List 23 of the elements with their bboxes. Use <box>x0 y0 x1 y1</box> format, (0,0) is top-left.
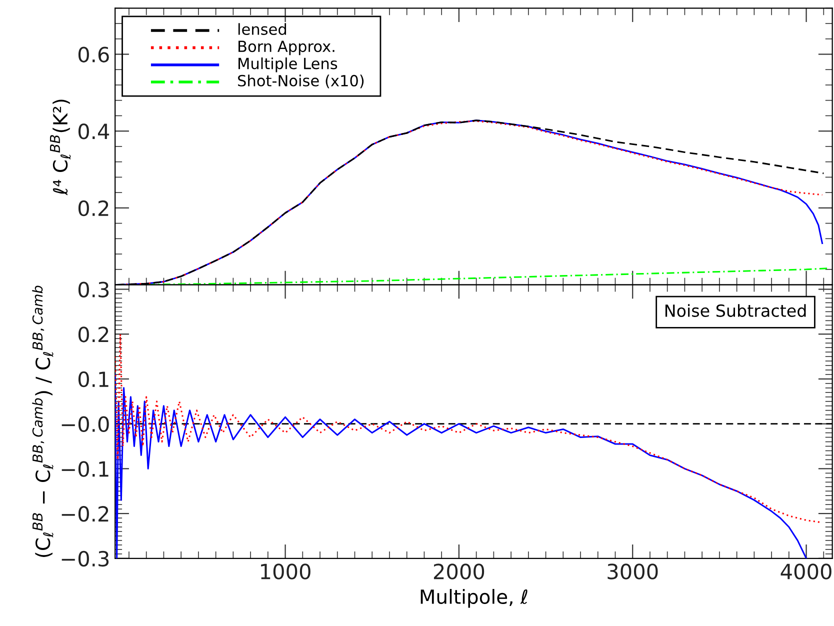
y-tick-label: 0.2 <box>78 200 108 216</box>
y-tick-label: −0.0 <box>62 416 109 432</box>
x-axis-title: Multipole, ℓ <box>420 588 528 608</box>
y-tick-label: −0.3 <box>62 550 109 567</box>
y-tick-label: 0.6 <box>78 46 109 62</box>
x-tick-label: 1000 <box>261 564 310 580</box>
text: (C$_{ℓ}$$^{BB}$ − C$_{ℓ}$$^{BB,Camb}$) / C$_{ℓ}$$^{BB,Camb}$ <box>32 286 54 557</box>
legend-label: Born Approx. <box>238 40 334 56</box>
x-tick-label: 2000 <box>434 564 484 580</box>
legend-label: lensed <box>238 23 286 35</box>
line-series <box>115 374 808 558</box>
y-axis-title: ℓ⁴ C$_{ℓ}$$^{BB}$(K²) <box>50 100 71 196</box>
y-tick-label: 0.3 <box>78 282 109 298</box>
x-tick-label: 3000 <box>608 564 658 580</box>
annotation: Noise Subtracted <box>665 304 806 317</box>
legend-label: Shot-Noise (x10) <box>238 74 364 88</box>
x-tick-label: 4000 <box>780 564 832 580</box>
y-tick-label: 0.2 <box>78 326 108 342</box>
y-tick-label: 0.1 <box>78 371 108 388</box>
y-tick-label: −0.2 <box>62 506 108 522</box>
y-tick-label: 0.4 <box>78 124 110 140</box>
legend-label: Multiple Lens <box>238 57 338 72</box>
y-tick-label: −0.1 <box>62 461 108 477</box>
